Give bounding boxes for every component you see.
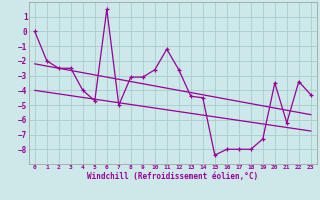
- X-axis label: Windchill (Refroidissement éolien,°C): Windchill (Refroidissement éolien,°C): [87, 172, 258, 181]
